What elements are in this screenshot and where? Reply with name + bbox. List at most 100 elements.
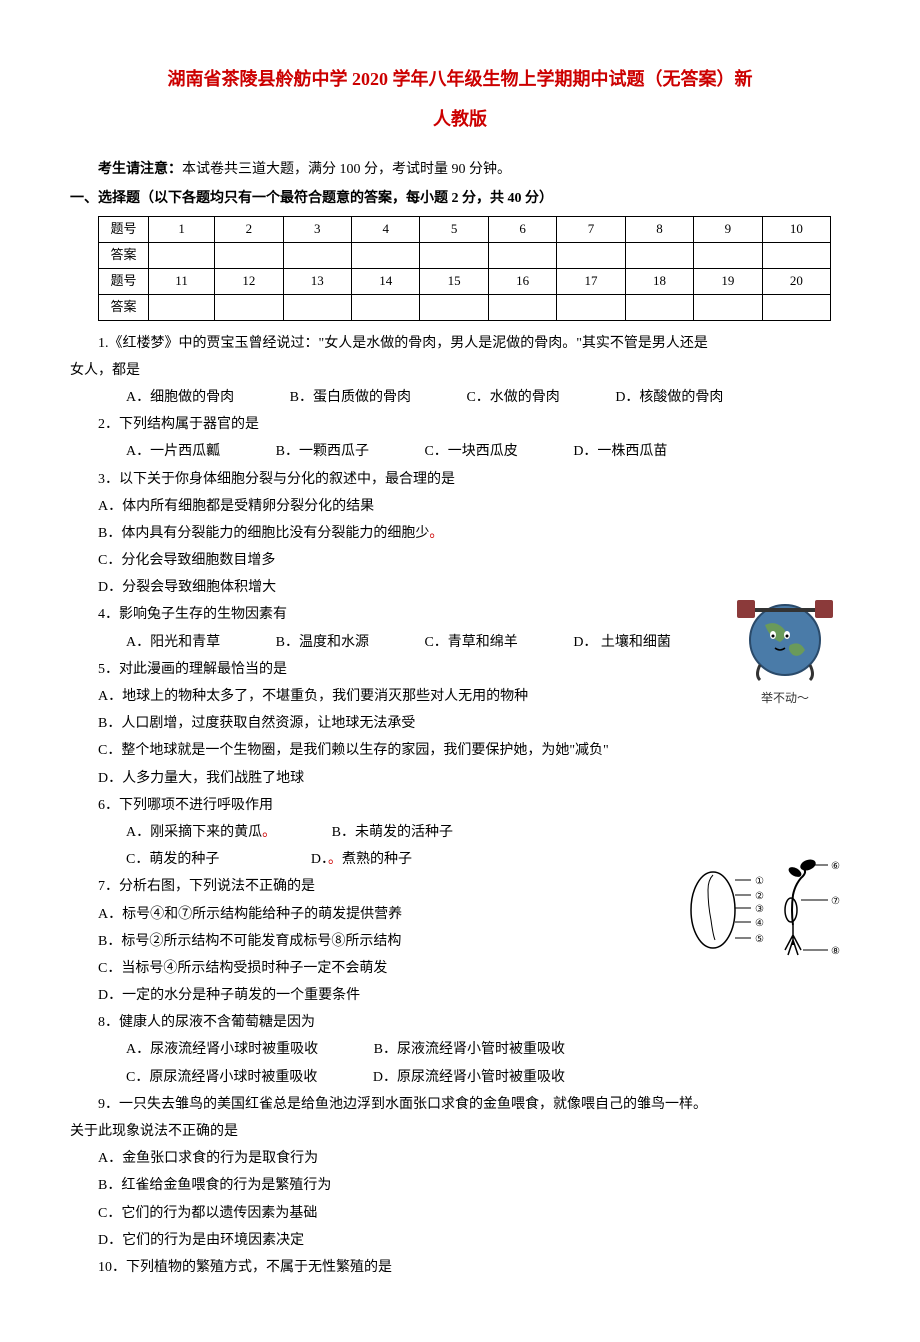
question-8: 8．健康人的尿液不含葡萄糖是因为 bbox=[70, 1010, 850, 1035]
svg-text:举不动～: 举不动～ bbox=[761, 691, 809, 705]
cell bbox=[557, 242, 625, 268]
option-a: A．一片西瓜瓤 bbox=[98, 439, 220, 464]
option-a: A．细胞做的骨肉 bbox=[98, 385, 234, 410]
cell: 11 bbox=[149, 268, 215, 294]
question-8-options-1: A．尿液流经肾小球时被重吸收 B．尿液流经肾小管时被重吸收 bbox=[70, 1037, 850, 1062]
cell: 15 bbox=[420, 268, 488, 294]
option-d: D．一株西瓜苗 bbox=[545, 439, 667, 464]
cell bbox=[694, 242, 762, 268]
cell: 10 bbox=[762, 216, 831, 242]
option-c: C．原尿流经肾小球时被重吸收 bbox=[98, 1065, 317, 1090]
cartoon-earth-image: 举不动～ bbox=[720, 575, 850, 715]
table-row: 答案 bbox=[99, 242, 831, 268]
option-b-text: B．体内具有分裂能力的细胞比没有分裂能力的细胞少 bbox=[98, 526, 429, 541]
question-1: 1.《红楼梦》中的贾宝玉曾经说过："女人是水做的骨肉，男人是泥做的骨肉。"其实不… bbox=[70, 331, 850, 356]
exam-notice: 考生请注意：本试卷共三道大题，满分 100 分，考试时量 90 分钟。 bbox=[70, 157, 850, 182]
cell bbox=[762, 294, 831, 320]
question-10: 10．下列植物的繁殖方式，不属于无性繁殖的是 bbox=[70, 1255, 850, 1280]
option-a: A．金鱼张口求食的行为是取食行为 bbox=[70, 1146, 850, 1171]
dot-icon: 。 bbox=[262, 825, 276, 840]
cell bbox=[352, 294, 420, 320]
cell bbox=[420, 294, 488, 320]
svg-text:④: ④ bbox=[755, 918, 764, 929]
cell: 6 bbox=[488, 216, 556, 242]
question-1-options: A．细胞做的骨肉 B．蛋白质做的骨肉 C．水做的骨肉 D．核酸做的骨肉 bbox=[70, 385, 850, 410]
cell bbox=[149, 294, 215, 320]
option-a: A．刚采摘下来的黄瓜。 bbox=[98, 820, 276, 845]
dot-icon: 。 bbox=[429, 526, 443, 541]
question-1-cont: 女人，都是 bbox=[70, 358, 850, 383]
question-8-options-2: C．原尿流经肾小球时被重吸收 D．原尿流经肾小管时被重吸收 bbox=[70, 1065, 850, 1090]
option-a: A．体内所有细胞都是受精卵分裂分化的结果 bbox=[70, 494, 850, 519]
cell bbox=[215, 294, 283, 320]
page-title: 湖南省茶陵县舲舫中学 2020 学年八年级生物上学期期中试题（无答案）新 人教版 bbox=[70, 60, 850, 139]
option-d-prefix: D． bbox=[311, 852, 328, 867]
question-5: 5．对此漫画的理解最恰当的是 bbox=[70, 657, 850, 682]
table-row: 题号 11 12 13 14 15 16 17 18 19 20 bbox=[99, 268, 831, 294]
option-c: C．青草和绵羊 bbox=[396, 630, 517, 655]
table-row: 题号 1 2 3 4 5 6 7 8 9 10 bbox=[99, 216, 831, 242]
cell: 14 bbox=[352, 268, 420, 294]
option-d: D．一定的水分是种子萌发的一个重要条件 bbox=[70, 983, 850, 1008]
question-2: 2．下列结构属于器官的是 bbox=[70, 412, 850, 437]
row-label: 题号 bbox=[99, 216, 149, 242]
option-a-text: A．地球上的物种太多了，不堪重负，我们要消灭那些对人无用的物种 bbox=[98, 689, 528, 704]
cell: 7 bbox=[557, 216, 625, 242]
option-c: C．它们的行为都以遗传因素为基础 bbox=[70, 1201, 850, 1226]
question-2-options: A．一片西瓜瓤 B．一颗西瓜子 C．一块西瓜皮 D．一株西瓜苗 bbox=[70, 439, 850, 464]
cell bbox=[488, 294, 556, 320]
option-c: C．萌发的种子 bbox=[98, 847, 219, 872]
cell bbox=[625, 294, 693, 320]
question-9-cont: 关于此现象说法不正确的是 bbox=[70, 1119, 850, 1144]
notice-text: 本试卷共三道大题，满分 100 分，考试时量 90 分钟。 bbox=[182, 162, 511, 177]
section-1-header: 一、选择题（以下各题均只有一个最符合题意的答案，每小题 2 分，共 40 分） bbox=[70, 186, 850, 211]
cell: 12 bbox=[215, 268, 283, 294]
svg-text:⑧: ⑧ bbox=[831, 946, 840, 957]
cell bbox=[694, 294, 762, 320]
cell: 3 bbox=[283, 216, 351, 242]
svg-text:③: ③ bbox=[755, 904, 764, 915]
cell: 9 bbox=[694, 216, 762, 242]
option-b: B．体内具有分裂能力的细胞比没有分裂能力的细胞少。 bbox=[70, 521, 850, 546]
cell bbox=[283, 294, 351, 320]
dot-icon: 。 bbox=[328, 852, 342, 867]
question-6: 6．下列哪项不进行呼吸作用 bbox=[70, 793, 850, 818]
seed-diagram-image: ① ② ③ ④ ⑤ ⑥ ⑦ ⑧ bbox=[670, 847, 850, 977]
cell: 2 bbox=[215, 216, 283, 242]
table-row: 答案 bbox=[99, 294, 831, 320]
cell: 8 bbox=[625, 216, 693, 242]
cell: 19 bbox=[694, 268, 762, 294]
answer-grid: 题号 1 2 3 4 5 6 7 8 9 10 答案 题号 11 12 13 1… bbox=[98, 216, 831, 321]
cell: 13 bbox=[283, 268, 351, 294]
svg-text:⑤: ⑤ bbox=[755, 934, 764, 945]
row-label: 答案 bbox=[99, 242, 149, 268]
cell bbox=[149, 242, 215, 268]
option-c: C．一块西瓜皮 bbox=[396, 439, 517, 464]
option-c: C．水做的骨肉 bbox=[438, 385, 559, 410]
option-b: B．一颗西瓜子 bbox=[248, 439, 369, 464]
notice-label: 考生请注意： bbox=[98, 162, 182, 177]
question-4: 4．影响兔子生存的生物因素有 bbox=[70, 602, 850, 627]
row-label: 答案 bbox=[99, 294, 149, 320]
row-label: 题号 bbox=[99, 268, 149, 294]
option-c: C．分化会导致细胞数目增多 bbox=[70, 548, 850, 573]
svg-text:⑥: ⑥ bbox=[831, 861, 840, 872]
option-a-text: A．刚采摘下来的黄瓜 bbox=[126, 825, 262, 840]
cell bbox=[215, 242, 283, 268]
cell: 17 bbox=[557, 268, 625, 294]
cell: 16 bbox=[488, 268, 556, 294]
cell bbox=[762, 242, 831, 268]
question-6-options-1: A．刚采摘下来的黄瓜。 B．未萌发的活种子 bbox=[70, 820, 850, 845]
question-9: 9．一只失去雏鸟的美国红雀总是给鱼池边浮到水面张口求食的金鱼喂食，就像喂自己的雏… bbox=[70, 1092, 850, 1117]
cell bbox=[488, 242, 556, 268]
cell: 20 bbox=[762, 268, 831, 294]
option-b: B．蛋白质做的骨肉 bbox=[262, 385, 411, 410]
option-d: D． 土壤和细菌 bbox=[545, 630, 671, 655]
option-b: B．温度和水源 bbox=[248, 630, 369, 655]
option-a: A．阳光和青草 bbox=[98, 630, 220, 655]
cell: 1 bbox=[149, 216, 215, 242]
option-d: D．。煮熟的种子 bbox=[283, 847, 412, 872]
option-d: D．它们的行为是由环境因素决定 bbox=[70, 1228, 850, 1253]
question-3: 3．以下关于你身体细胞分裂与分化的叙述中，最合理的是 bbox=[70, 467, 850, 492]
cell bbox=[420, 242, 488, 268]
